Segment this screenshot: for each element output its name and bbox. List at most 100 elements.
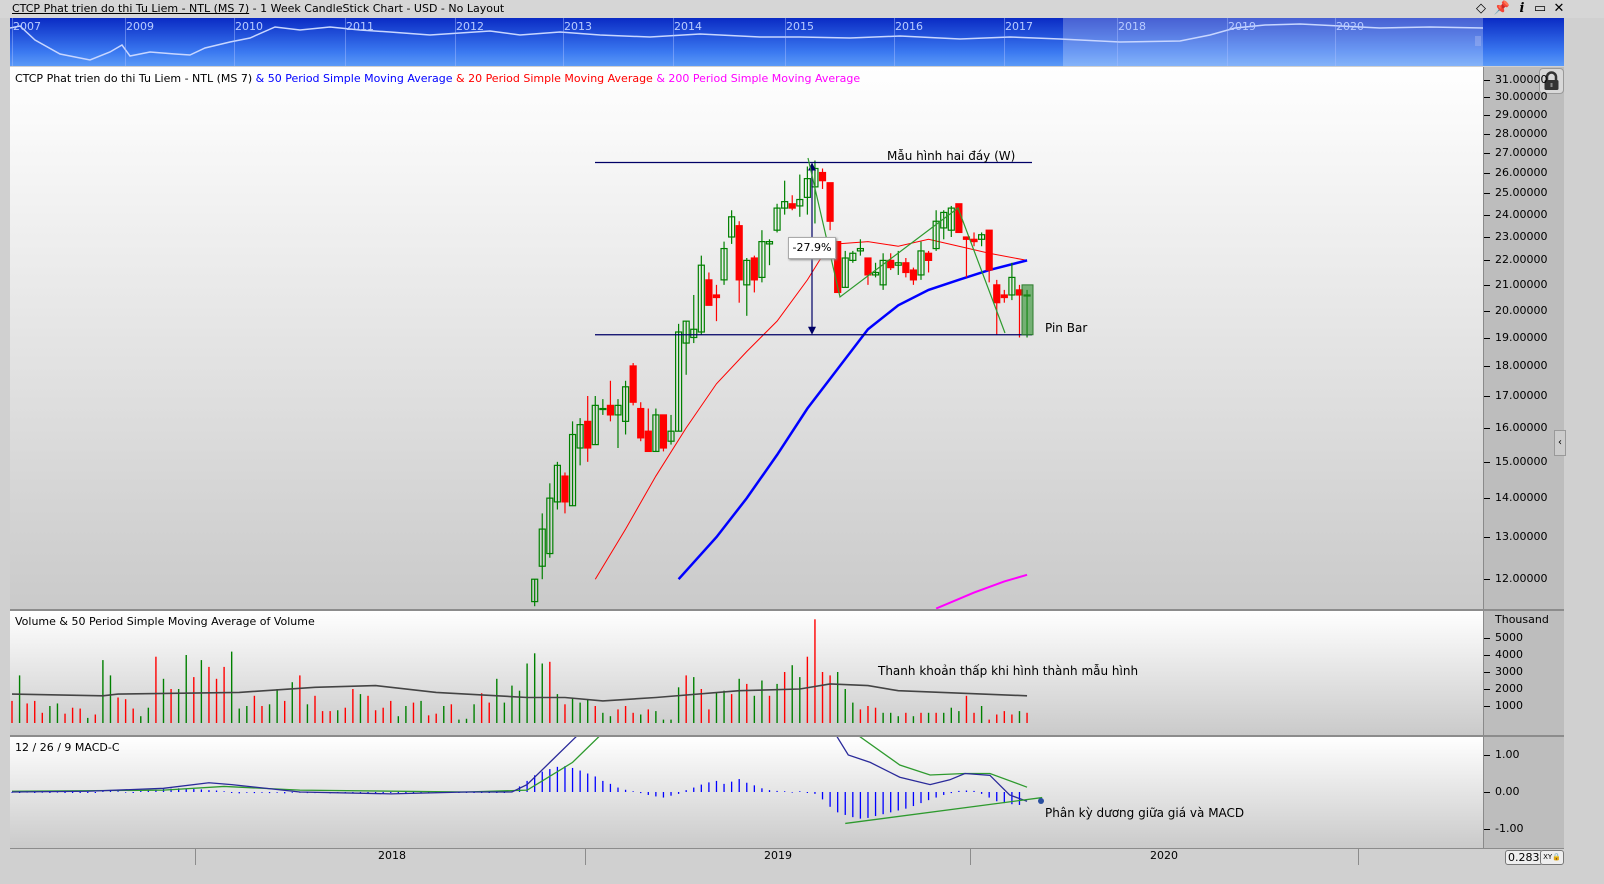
candle-body (879, 259, 887, 286)
candle-body (712, 294, 721, 299)
price-axis-tick (1484, 365, 1490, 367)
candle (674, 323, 683, 432)
candle-body (955, 203, 963, 234)
price-axis-label: 26.00000 (1495, 165, 1548, 179)
candle-body (940, 211, 948, 229)
candle (659, 414, 668, 452)
candle-body (909, 269, 918, 281)
xy-label: XY (1543, 853, 1553, 861)
pin-icon[interactable]: 📌 (1493, 1, 1511, 16)
candle (584, 396, 592, 462)
volume-axis-tick (1484, 672, 1490, 673)
candle-body (606, 404, 615, 416)
macd-signal-line (11, 737, 1028, 793)
navigator-year-divider (894, 18, 895, 66)
info-icon[interactable]: i (1519, 1, 1525, 16)
candle-body (781, 201, 789, 209)
navigator-year-label: 2013 (564, 20, 592, 33)
price-axis-tick (1484, 152, 1490, 154)
price-axis-tick (1484, 133, 1490, 135)
navigator[interactable] (10, 18, 1483, 66)
navigator-year-label: 2019 (1228, 20, 1256, 33)
time-axis-divider (195, 849, 196, 865)
security-link[interactable]: CTCP Phat trien do thi Tu Liem - NTL (MS… (12, 2, 250, 15)
navigator-year-divider (1004, 18, 1005, 66)
candle (568, 421, 577, 507)
candle (977, 232, 986, 247)
price-axis-label: 18.00000 (1495, 358, 1548, 372)
candle-body (629, 365, 637, 403)
pin-bar-highlight (1021, 284, 1034, 336)
volume-axis-label: 3000 (1495, 665, 1523, 678)
price-axis-label: 28.00000 (1495, 126, 1548, 140)
diamond-icon[interactable]: ◇ (1476, 1, 1486, 16)
candle (728, 210, 736, 244)
candle-body (773, 207, 781, 231)
volume-axis[interactable] (1483, 611, 1565, 735)
candle (879, 253, 887, 290)
price-axis-tick (1484, 537, 1490, 539)
window-title: CTCP Phat trien do thi Tu Liem - NTL (MS… (12, 2, 504, 15)
drop-percent-label: -27.9% (788, 237, 836, 259)
panel-divider[interactable] (10, 609, 1564, 611)
navigator-year-divider (563, 18, 564, 66)
candle-body (561, 475, 569, 503)
price-axis-label: 19.00000 (1495, 330, 1548, 344)
candle-body (659, 414, 668, 449)
candle (826, 182, 834, 231)
candle (781, 180, 789, 215)
macd-title: 12 / 26 / 9 MACD-C (15, 741, 120, 754)
maximize-icon[interactable]: ▭ (1533, 1, 1547, 16)
candle (765, 239, 774, 266)
candle-body (902, 262, 910, 274)
candle (538, 513, 546, 580)
time-axis[interactable] (10, 848, 1564, 866)
lock-icon[interactable] (1539, 68, 1564, 94)
panel-divider[interactable] (10, 735, 1564, 737)
price-axis-tick (1484, 427, 1490, 429)
volume-title: Volume & 50 Period Simple Moving Average… (15, 615, 315, 628)
candle (697, 255, 705, 335)
xy-lock-button[interactable]: XY🔒 (1540, 850, 1564, 865)
macd-panel[interactable] (10, 737, 1483, 848)
candle-body (788, 203, 796, 209)
candle (909, 267, 918, 285)
navigator-year-label: 2010 (235, 20, 263, 33)
time-axis-divider (970, 849, 971, 865)
price-axis-label: 16.00000 (1495, 420, 1548, 434)
sma50-line (677, 259, 1028, 581)
zoom-value[interactable]: 0.283 (1505, 850, 1543, 865)
price-axis-label: 29.00000 (1495, 108, 1548, 122)
candle-body (621, 386, 630, 422)
candle-body (917, 250, 925, 276)
candle-body (591, 404, 599, 446)
macd-axis-tick (1484, 755, 1490, 756)
close-icon[interactable]: ✕ (1553, 1, 1565, 16)
collapse-panel-tab[interactable]: ‹ (1554, 430, 1566, 456)
price-axis-label: 15.00000 (1495, 454, 1548, 468)
candle (856, 239, 865, 256)
macd-line (11, 737, 1028, 802)
candle (924, 250, 933, 273)
time-axis-label: 2020 (1150, 849, 1178, 862)
navigator-year-label: 2016 (895, 20, 923, 33)
price-axis-tick (1484, 498, 1490, 500)
volume-axis-tick (1484, 706, 1490, 707)
sma20-line (594, 238, 1028, 580)
volume-sma50-line (11, 683, 1028, 702)
macd-axis[interactable] (1483, 737, 1565, 848)
price-axis-label: 14.00000 (1495, 491, 1548, 505)
candle-body (849, 252, 857, 261)
price-axis-tick (1484, 115, 1490, 117)
candle (803, 166, 811, 215)
price-axis-label: 23.00000 (1495, 230, 1548, 243)
price-axis[interactable] (1483, 67, 1565, 609)
sma200-line (935, 573, 1028, 609)
price-panel[interactable] (10, 67, 1483, 609)
candle-body (1000, 294, 1008, 299)
navigator-year-label: 2018 (1118, 20, 1146, 33)
time-axis-divider (1358, 849, 1359, 865)
candle-body (743, 259, 751, 286)
price-axis-tick (1484, 310, 1490, 312)
